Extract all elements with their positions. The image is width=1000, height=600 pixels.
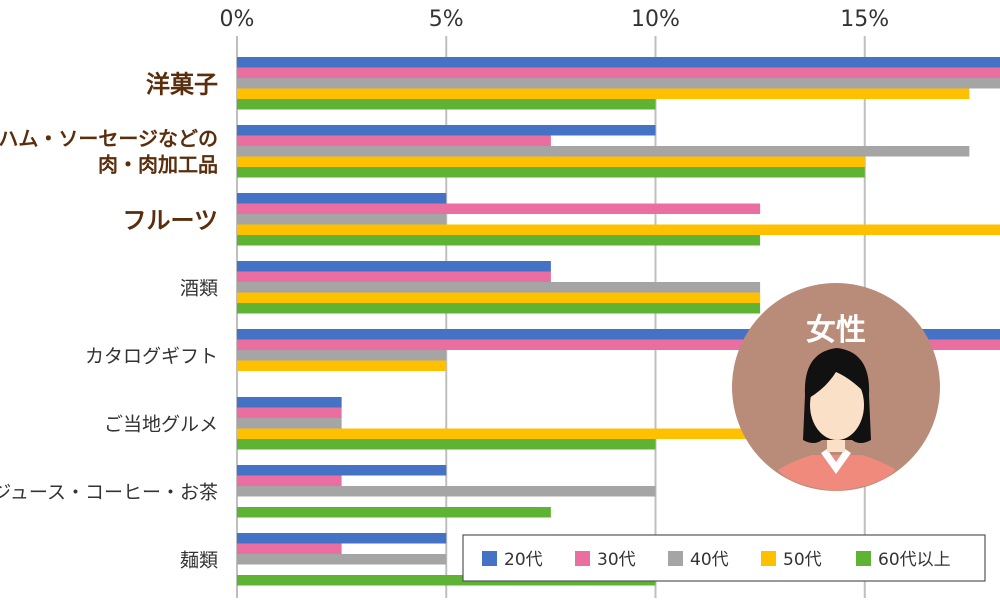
legend-swatch	[668, 551, 683, 566]
bar	[237, 428, 865, 439]
bar	[237, 67, 1000, 78]
bar	[237, 575, 656, 586]
x-tick-label: 5%	[429, 7, 464, 32]
legend-swatch	[761, 551, 776, 566]
bar	[237, 350, 447, 361]
bar	[237, 135, 551, 146]
category-label: 肉・肉加工品	[98, 152, 218, 176]
bar	[237, 397, 342, 408]
bar	[237, 507, 551, 518]
bar	[237, 57, 1000, 68]
bar	[237, 282, 761, 293]
bar	[237, 235, 761, 246]
category-labels: 洋菓子ハム・ソーセージなどの肉・肉加工品フルーツ酒類カタログギフトご当地グルメジ…	[0, 70, 218, 571]
bar	[237, 99, 656, 110]
x-tick-label: 0%	[220, 7, 255, 32]
bar	[237, 475, 342, 486]
category-label: 酒類	[180, 277, 218, 299]
bar	[237, 292, 761, 303]
bar	[237, 156, 865, 167]
x-tick-label: 10%	[631, 7, 680, 32]
legend-label: 20代	[504, 550, 543, 570]
bar	[237, 554, 447, 565]
female-badge: 女性	[732, 283, 940, 491]
legend-swatch	[482, 551, 497, 566]
x-tick-label: 15%	[840, 7, 889, 32]
legend-label: 60代以上	[878, 550, 951, 570]
bar	[237, 271, 551, 282]
legend-swatch	[575, 551, 590, 566]
bar	[237, 329, 1000, 340]
bar	[237, 303, 761, 314]
x-axis-ticks: 0%5%10%15%20%25%30%35%	[220, 7, 890, 32]
legend-swatch	[856, 551, 871, 566]
bar	[237, 146, 970, 157]
bar	[237, 88, 970, 99]
bar	[237, 78, 1000, 89]
bar	[237, 193, 447, 204]
badge-label: 女性	[806, 313, 866, 348]
bar	[237, 125, 656, 136]
bar	[237, 261, 551, 272]
bar	[237, 167, 865, 178]
bar	[237, 543, 342, 554]
bar	[237, 224, 1000, 235]
legend-box	[462, 534, 986, 582]
category-label: フルーツ	[122, 206, 218, 234]
bar	[237, 360, 447, 371]
category-label: ご当地グルメ	[104, 413, 218, 435]
bar	[237, 439, 656, 450]
legend-label: 50代	[783, 550, 822, 570]
bar	[237, 203, 761, 214]
category-label: ジュース・コーヒー・お茶	[0, 481, 218, 503]
bar	[237, 407, 342, 418]
bar	[237, 339, 1000, 350]
bars	[237, 57, 1000, 586]
legend: 20代 30代 40代 50代 60代以上	[462, 534, 986, 582]
bar	[237, 214, 447, 225]
category-label: 麺類	[180, 549, 218, 571]
bar	[237, 533, 447, 544]
category-label: カタログギフト	[85, 345, 218, 367]
bar	[237, 465, 447, 476]
woman-avatar-icon	[778, 348, 896, 491]
bar	[237, 486, 656, 497]
category-label: 洋菓子	[146, 70, 218, 98]
legend-label: 30代	[597, 550, 636, 570]
category-label: ハム・ソーセージなどの	[0, 126, 218, 150]
bar	[237, 418, 342, 429]
legend-label: 40代	[690, 550, 729, 570]
